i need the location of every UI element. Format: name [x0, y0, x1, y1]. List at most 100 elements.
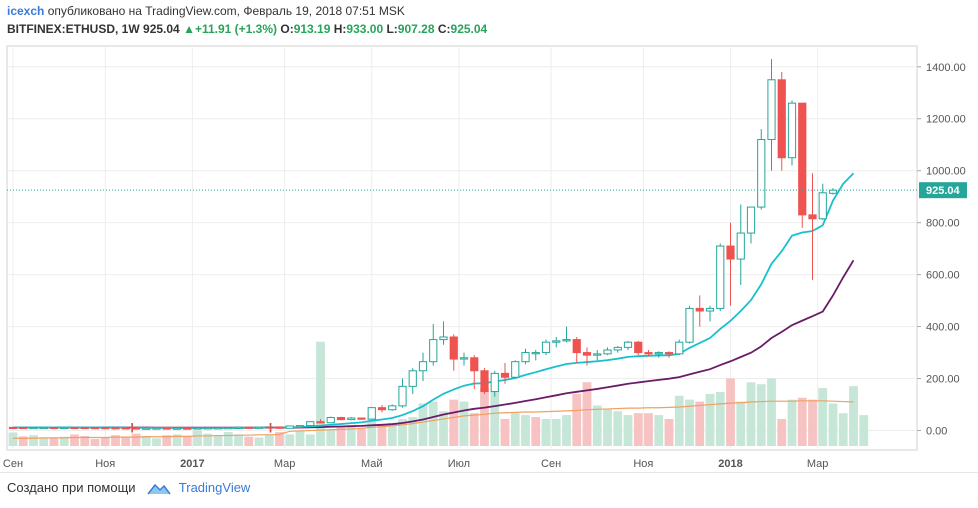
candle-body	[613, 346, 622, 351]
candle	[357, 417, 366, 420]
volume-bar	[39, 437, 49, 446]
volume-bar	[141, 435, 151, 446]
candle-body	[275, 426, 284, 429]
volume-bar	[398, 418, 407, 446]
volume-bar	[8, 432, 18, 446]
candle-body	[183, 427, 192, 430]
volume-bar	[121, 436, 131, 446]
candle	[521, 348, 530, 365]
candle	[613, 346, 622, 353]
candle	[552, 336, 561, 348]
tradingview-logo-icon	[147, 483, 171, 495]
candle	[726, 222, 735, 306]
candle	[131, 427, 141, 430]
candle-body	[111, 427, 120, 430]
volume-bar	[715, 391, 725, 446]
footer: Создано при помощи TradingView	[7, 480, 250, 496]
volume-bar	[582, 382, 592, 446]
volume-bar	[695, 401, 705, 446]
candle-body	[521, 352, 530, 363]
candle	[275, 426, 284, 429]
candle	[203, 427, 212, 430]
volume-bar	[787, 399, 797, 446]
candle	[121, 427, 130, 430]
candle-body	[439, 336, 448, 341]
candle-body	[193, 427, 202, 430]
candle	[183, 427, 192, 430]
candle-body	[316, 421, 325, 424]
candle-body	[757, 139, 766, 208]
candle-body	[541, 341, 551, 354]
candle	[716, 243, 725, 312]
candle	[603, 347, 612, 356]
volume-bar	[100, 437, 110, 446]
volume-bar	[664, 418, 674, 446]
x-tick-label: Июл	[448, 458, 470, 470]
current-price-label: 925.04	[926, 185, 961, 197]
candle-body	[418, 361, 428, 372]
candle	[767, 58, 776, 171]
candle	[265, 426, 274, 429]
candle-body	[80, 426, 89, 430]
candle	[326, 416, 335, 424]
volume-bar	[808, 399, 817, 446]
low-key: L:	[386, 22, 398, 36]
volume-bar	[367, 417, 377, 446]
price-chart[interactable]: 1400.00 1200.00 1000.00 800.00 600.00 400.00 2…	[0, 40, 978, 472]
volume-bar	[541, 418, 551, 446]
volume-bar	[377, 424, 387, 446]
publish-line: icexch опубликовано на TradingView.com, …	[7, 4, 405, 18]
candle-body	[224, 427, 233, 430]
ohlc-legend: BITFINEX:ETHUSD, 1W 925.04 ▲+11.91 (+1.3…	[7, 22, 487, 36]
author-link[interactable]: icexch	[7, 4, 45, 18]
volume-bar	[490, 391, 500, 446]
candle	[757, 129, 766, 210]
volume-bar	[346, 426, 356, 446]
x-tick-label: Май	[361, 458, 383, 470]
volume-bar	[70, 434, 79, 446]
volume-bar	[234, 434, 243, 446]
x-tick-label: Сен	[541, 458, 561, 470]
candle	[500, 362, 510, 384]
candle	[685, 305, 694, 344]
candle-body	[675, 341, 684, 355]
candle-body	[347, 417, 356, 421]
volume-bar	[736, 401, 746, 446]
high-value: 933.00	[346, 22, 384, 36]
volume-bar	[223, 432, 233, 446]
candle	[705, 305, 715, 322]
symbol-label: BITFINEX:ETHUSD, 1W	[7, 22, 140, 36]
open-value: 913.19	[293, 22, 331, 36]
tradingview-link[interactable]: TradingView	[178, 480, 251, 495]
volume-bar	[521, 415, 530, 446]
candle	[111, 427, 120, 430]
candle-body	[685, 307, 694, 343]
candle-body	[49, 426, 59, 430]
volume-bar	[275, 432, 284, 446]
candle-body	[634, 341, 643, 354]
candle-body	[736, 232, 745, 260]
candle-body	[162, 427, 171, 430]
event-marker-icon: +	[126, 418, 139, 436]
x-tick-label: Мар	[274, 458, 296, 470]
candle-body	[695, 307, 704, 312]
candle	[29, 426, 38, 430]
candle	[254, 426, 264, 429]
candle	[490, 370, 499, 397]
close-key: C:	[437, 22, 451, 36]
candle-body	[593, 353, 602, 356]
candle-body	[285, 425, 294, 429]
volume-bar	[29, 435, 38, 446]
candle	[367, 407, 376, 420]
candle	[746, 206, 756, 244]
candle-body	[490, 372, 499, 393]
candle	[70, 426, 79, 430]
y-tick-label: 1000.00	[926, 166, 966, 178]
candle-body	[306, 421, 315, 427]
y-tick-label: 800.00	[926, 218, 960, 230]
candle-body	[449, 336, 458, 360]
volume-bar	[551, 418, 561, 446]
volume-bar	[859, 415, 869, 446]
volume-bar	[449, 399, 459, 446]
candle-body	[19, 426, 28, 430]
